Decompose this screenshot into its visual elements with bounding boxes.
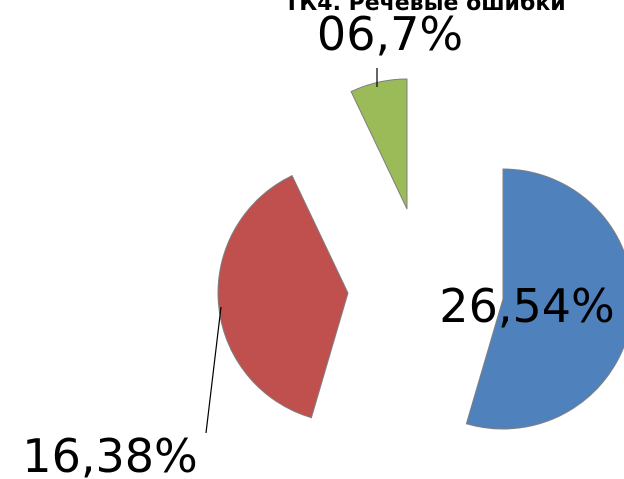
data-label-3: 06,7% xyxy=(317,7,463,61)
pie-slice-2 xyxy=(217,174,349,419)
data-label-2: 16,38% xyxy=(22,429,197,479)
labels-layer: 26,54% 16,38% 06,7% xyxy=(22,7,614,479)
pie-slice-1 xyxy=(465,168,624,430)
leaders-layer xyxy=(205,68,378,434)
data-label-1: 26,54% xyxy=(439,279,614,333)
chart-title: ТК4. Речевые ошибки xyxy=(284,0,565,16)
pie-slice-3 xyxy=(350,78,408,210)
leader-line-2 xyxy=(205,306,222,434)
slices-layer xyxy=(217,78,624,430)
